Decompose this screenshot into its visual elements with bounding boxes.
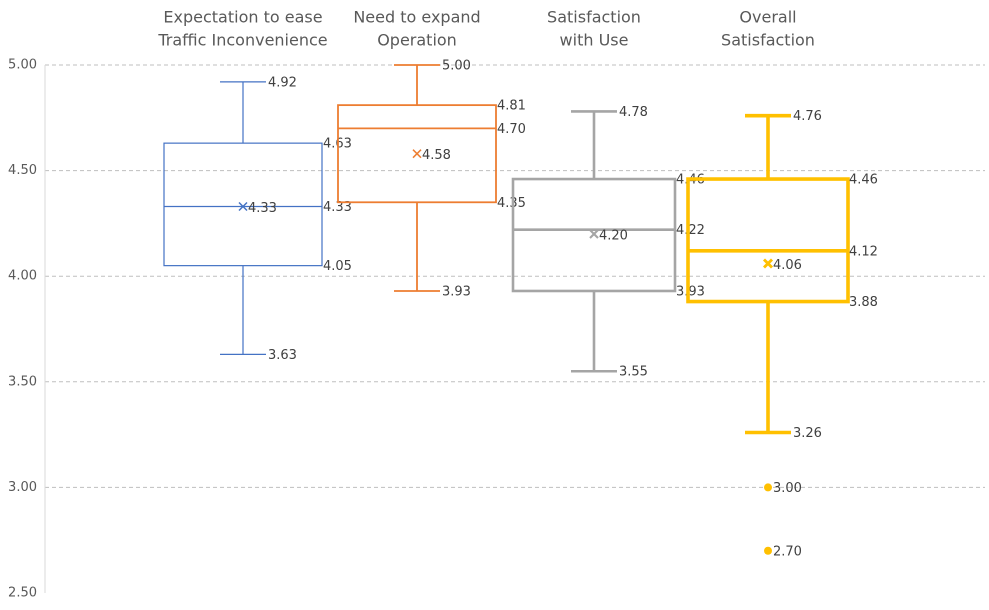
min-label: 3.26 xyxy=(793,426,822,441)
q1-label: 3.88 xyxy=(849,295,878,310)
category-label: Traffic Inconvenience xyxy=(157,31,327,50)
category-label: with Use xyxy=(560,31,629,50)
outlier-label: 3.00 xyxy=(773,481,802,496)
mean-marker xyxy=(589,229,599,239)
iqr-box xyxy=(511,177,677,293)
median-label: 4.12 xyxy=(849,244,878,259)
min-label: 3.63 xyxy=(268,348,297,363)
max-label: 4.78 xyxy=(619,105,648,120)
y-tick-label: 5.00 xyxy=(8,58,37,73)
outlier-label: 2.70 xyxy=(773,544,802,559)
median-label: 4.22 xyxy=(676,223,705,238)
max-label: 4.92 xyxy=(268,75,297,90)
mean-label: 4.58 xyxy=(422,148,451,163)
q1-label: 4.05 xyxy=(323,259,352,274)
q3-label: 4.81 xyxy=(497,99,526,114)
outlier-point xyxy=(764,483,772,492)
iqr-box xyxy=(337,104,497,204)
iqr-box xyxy=(163,142,323,267)
category-label: Satisfaction xyxy=(547,8,641,27)
y-tick-label: 3.00 xyxy=(8,480,37,495)
min-label: 3.93 xyxy=(442,284,471,299)
category-label: Overall xyxy=(739,8,796,27)
category-label: Expectation to ease xyxy=(163,8,322,27)
y-tick-label: 3.50 xyxy=(8,374,37,389)
mean-label: 4.33 xyxy=(248,201,277,216)
q1-label: 3.93 xyxy=(676,284,705,299)
category-label: Operation xyxy=(377,31,457,50)
mean-marker xyxy=(762,258,774,269)
q3-label: 4.46 xyxy=(849,173,878,188)
mean-marker xyxy=(238,201,248,212)
outlier-point xyxy=(764,546,772,555)
y-tick-label: 4.00 xyxy=(8,269,37,284)
y-tick-label: 2.50 xyxy=(8,586,37,601)
q1-label: 4.35 xyxy=(497,196,526,211)
y-tick-label: 4.50 xyxy=(8,163,37,178)
iqr-box xyxy=(686,177,850,304)
max-label: 5.00 xyxy=(442,59,471,74)
median-label: 4.70 xyxy=(497,122,526,137)
min-label: 3.55 xyxy=(619,365,648,380)
mean-label: 4.06 xyxy=(773,258,802,273)
max-label: 4.76 xyxy=(793,109,822,124)
category-label: Satisfaction xyxy=(721,31,815,50)
mean-label: 4.20 xyxy=(599,228,628,243)
category-label: Need to expand xyxy=(353,8,480,27)
mean-marker xyxy=(412,149,422,159)
median-label: 4.33 xyxy=(323,200,352,215)
